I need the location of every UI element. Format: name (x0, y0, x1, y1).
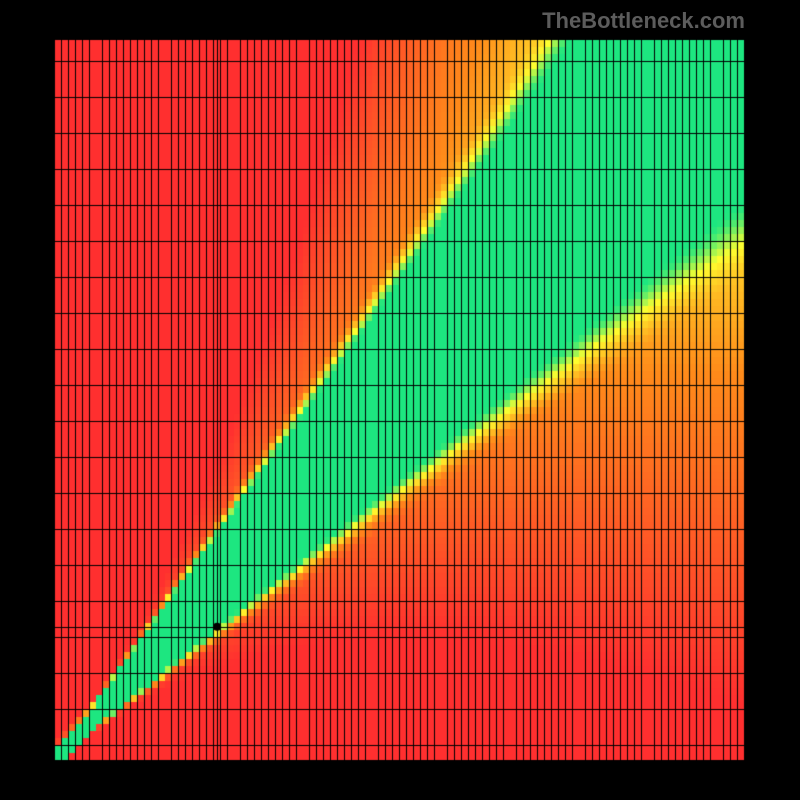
attribution-label: TheBottleneck.com (542, 8, 745, 34)
chart-container: TheBottleneck.com (0, 0, 800, 800)
bottleneck-heatmap (0, 0, 800, 800)
